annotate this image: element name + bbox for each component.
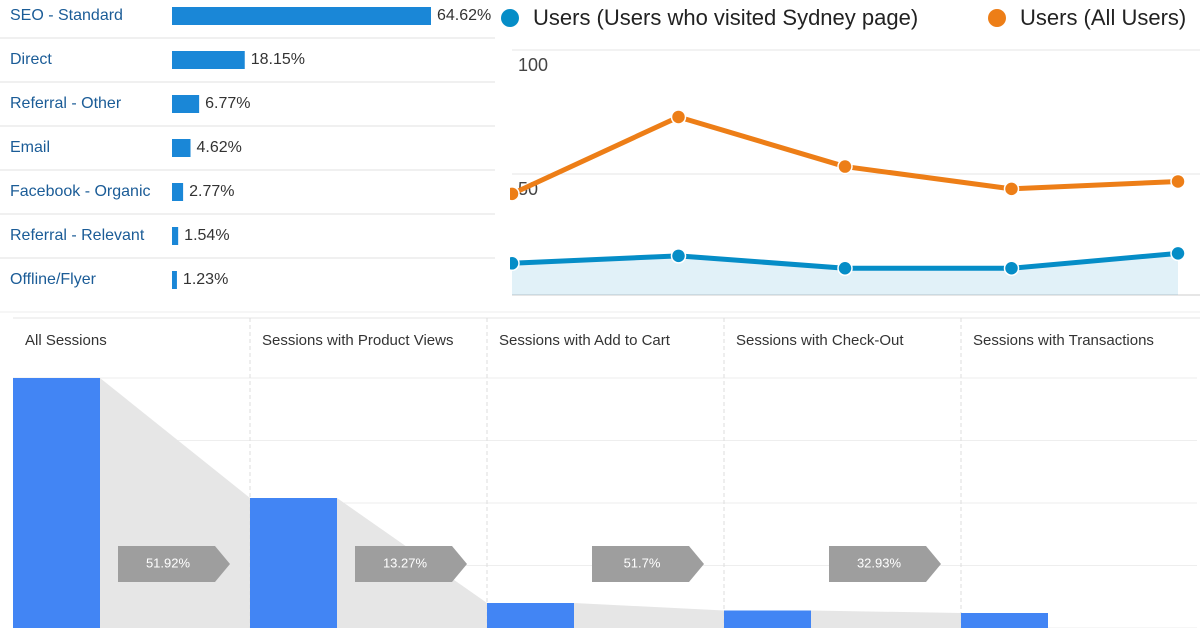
rate-arrow	[592, 546, 704, 582]
value-label: 64.62%	[437, 7, 491, 24]
stage-label: All Sessions	[25, 332, 107, 349]
bar	[172, 227, 179, 245]
value-label: 1.54%	[184, 227, 229, 244]
rate-label: 32.93%	[857, 555, 902, 570]
plot	[510, 109, 1186, 295]
point	[670, 248, 687, 264]
category-label: Referral - Other	[10, 95, 122, 112]
stage-label: Sessions with Add to Cart	[499, 332, 671, 349]
funnel-flow	[811, 610, 961, 628]
stage-label: Sessions with Transactions	[973, 332, 1154, 349]
point	[1170, 173, 1186, 190]
category-label: Email	[10, 139, 50, 156]
point	[837, 260, 853, 276]
value-label: 18.15%	[251, 51, 305, 68]
funnel-flow	[574, 603, 724, 628]
value-label: 6.77%	[205, 95, 250, 112]
bar	[172, 183, 184, 201]
point	[1170, 245, 1186, 262]
bar	[172, 271, 177, 289]
bar	[250, 498, 337, 628]
bar	[172, 139, 191, 157]
bar	[724, 610, 811, 628]
rate-label: 51.92%	[146, 555, 191, 570]
stage-label: Sessions with Check-Out	[736, 332, 904, 349]
category-label: SEO - Standard	[10, 7, 123, 24]
rate-arrow	[355, 546, 467, 582]
legend-marker	[501, 9, 519, 27]
point	[670, 109, 687, 125]
legend-label: Users (Users who visited Sydney page)	[533, 5, 918, 30]
bar	[172, 51, 245, 69]
point	[510, 186, 520, 202]
bar	[487, 603, 574, 628]
legend-marker	[988, 9, 1006, 27]
legend-label: Users (All Users)	[1020, 5, 1186, 30]
rate-label: 51.7%	[624, 555, 661, 570]
point	[1003, 260, 1020, 276]
point	[510, 255, 520, 272]
rate-arrow	[829, 546, 941, 582]
point	[837, 158, 853, 175]
bar	[961, 613, 1048, 628]
stage-label: Sessions with Product Views	[262, 332, 453, 349]
category-label: Offline/Flyer	[10, 271, 97, 288]
bar	[172, 95, 200, 113]
category-label: Facebook - Organic	[10, 183, 151, 200]
category-label: Referral - Relevant	[10, 227, 145, 244]
y-tick-label: 100	[518, 55, 548, 75]
rate-arrow	[118, 546, 230, 582]
point	[1003, 181, 1020, 197]
rate-label: 13.27%	[383, 555, 428, 570]
category-label: Direct	[10, 51, 52, 68]
bar	[13, 378, 100, 628]
value-label: 1.23%	[183, 271, 228, 288]
value-label: 2.77%	[189, 183, 234, 200]
bar	[172, 7, 431, 25]
value-label: 4.62%	[197, 139, 242, 156]
